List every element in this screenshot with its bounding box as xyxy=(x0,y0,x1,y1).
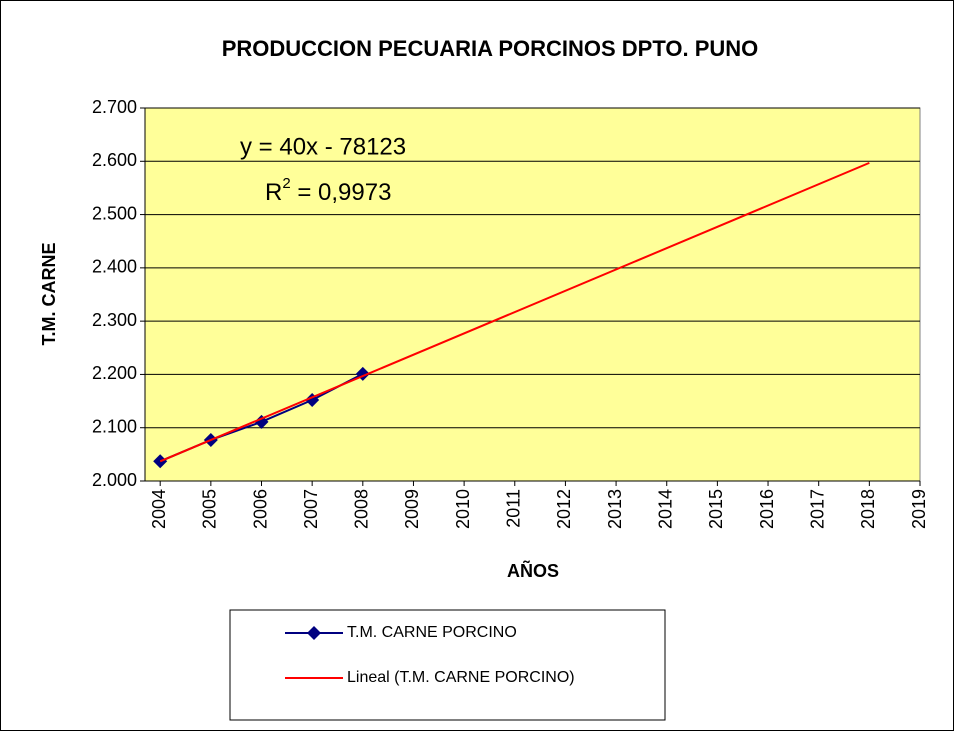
legend-label: T.M. CARNE PORCINO xyxy=(347,624,517,641)
x-tick-label: 2009 xyxy=(402,489,422,529)
r-squared-base: R xyxy=(265,179,282,206)
x-tick-label: 2012 xyxy=(554,489,574,529)
legend-box xyxy=(229,609,666,721)
x-tick-label: 2007 xyxy=(301,489,321,529)
x-tick-label: 2013 xyxy=(605,489,625,529)
x-tick-label: 2004 xyxy=(149,489,169,529)
chart-title: PRODUCCION PECUARIA PORCINOS DPTO. PUNO xyxy=(222,36,759,61)
x-tick-label: 2019 xyxy=(909,489,929,529)
trend-equation: y = 40x - 78123 xyxy=(240,133,406,160)
r-squared: R2 = 0,9973 xyxy=(265,175,391,206)
x-tick-label: 2017 xyxy=(807,489,827,529)
x-tick-label: 2010 xyxy=(453,489,473,529)
legend-marker xyxy=(307,626,321,640)
x-tick-label: 2014 xyxy=(655,489,675,529)
y-tick-label: 2.200 xyxy=(92,363,137,383)
x-tick-label: 2016 xyxy=(757,489,777,529)
y-tick-label: 2.500 xyxy=(92,203,137,223)
x-tick-label: 2018 xyxy=(858,489,878,529)
r-squared-rest: = 0,9973 xyxy=(291,179,392,206)
x-tick-label: 2008 xyxy=(352,489,372,529)
x-tick-label: 2005 xyxy=(200,489,220,529)
y-tick-label: 2.400 xyxy=(92,257,137,277)
x-tick-label: 2015 xyxy=(706,489,726,529)
legend-label: Lineal (T.M. CARNE PORCINO) xyxy=(347,669,575,686)
x-axis-label: AÑOS xyxy=(507,560,559,581)
y-tick-label: 2.600 xyxy=(92,150,137,170)
r-squared-sup: 2 xyxy=(282,175,290,192)
series-line xyxy=(159,161,870,463)
y-tick-label: 2.300 xyxy=(92,310,137,330)
x-tick-label: 2006 xyxy=(250,489,270,529)
data-point xyxy=(254,414,269,429)
y-tick-label: 2.700 xyxy=(92,97,137,117)
y-tick-label: 2.000 xyxy=(92,470,137,490)
x-tick-label: 2011 xyxy=(504,489,524,528)
y-axis-label: T.M. CARNE xyxy=(39,243,59,346)
y-tick-label: 2.100 xyxy=(92,416,137,436)
